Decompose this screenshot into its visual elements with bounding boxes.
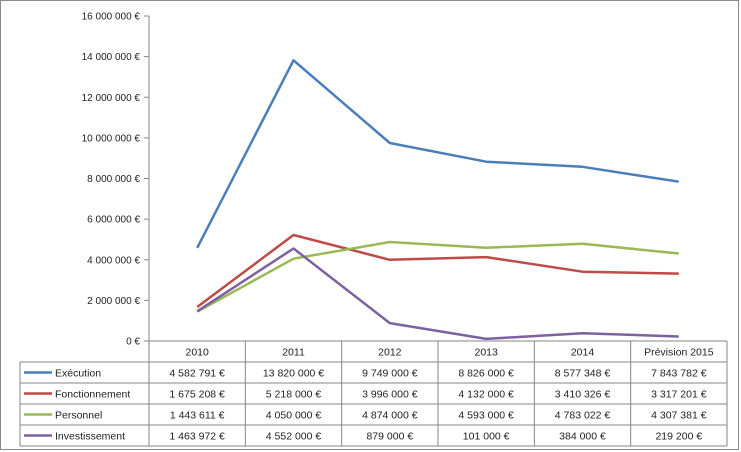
series-line-3 [196, 247, 679, 341]
y-tick-label: 6 000 000 € [87, 215, 140, 226]
data-label: 879 000 € [366, 430, 413, 442]
data-label: 3 996 000 € [362, 388, 418, 400]
data-label: 3 410 326 € [555, 388, 611, 400]
legend-label: Fonctionnement [55, 388, 130, 400]
data-label: 5 218 000 € [266, 388, 322, 400]
data-label: 8 577 348 € [555, 367, 611, 379]
category-label: 2014 [571, 347, 595, 359]
data-label: 4 582 791 € [169, 367, 225, 379]
data-label: 4 593 000 € [458, 409, 514, 421]
series-lines [196, 59, 679, 341]
data-label: 7 843 782 € [651, 367, 707, 379]
data-label: 4 783 022 € [555, 409, 611, 421]
data-label: 1 443 611 € [170, 409, 225, 421]
y-tick-label: 2 000 000 € [87, 296, 140, 307]
data-table: 2010 2011 2012 2013 2014 Prévision 2015 Exécut… [19, 340, 728, 447]
series-line-0 [196, 59, 679, 249]
data-label: 4 874 000 € [362, 409, 418, 421]
y-tick-label: 8 000 000 € [87, 174, 140, 185]
data-label: 4 050 000 € [266, 409, 322, 421]
data-label: 219 200 € [655, 430, 702, 442]
legend-label: Exécution [55, 367, 101, 379]
data-label: 384 000 € [559, 430, 606, 442]
data-label: 4 132 000 € [458, 388, 514, 400]
data-label: 4 552 000 € [266, 430, 322, 442]
y-tick-label: 0 € [126, 337, 140, 348]
data-label: 3 317 201 € [651, 388, 707, 400]
y-tick-label: 16 000 000 € [82, 12, 141, 23]
y-tick-label: 4 000 000 € [87, 255, 140, 266]
data-label: 4 307 381 € [651, 409, 707, 421]
category-label: 2010 [185, 347, 209, 359]
category-label: 2012 [378, 347, 402, 359]
data-label: 8 826 000 € [458, 367, 514, 379]
legend-label: Investissement [55, 430, 125, 442]
y-tick-label: 12 000 000 € [82, 93, 141, 104]
series-line-1 [196, 233, 679, 309]
data-label: 9 749 000 € [362, 367, 418, 379]
category-label: 2011 [282, 347, 305, 359]
data-label: 1 675 208 € [169, 388, 225, 400]
legend-label: Personnel [55, 409, 102, 421]
y-tick-label: 10 000 000 € [82, 133, 141, 144]
series-line-2 [196, 240, 679, 313]
axes: 0 € 2 000 000 € 4 000 000 € 6 000 000 € 8 00… [82, 12, 150, 348]
y-tick-label: 14 000 000 € [82, 52, 141, 63]
category-label: Prévision 2015 [644, 347, 714, 359]
data-label: 101 000 € [463, 430, 510, 442]
data-label: 13 820 000 € [263, 367, 324, 379]
data-label: 1 463 972 € [169, 430, 225, 442]
category-label: 2013 [474, 347, 498, 359]
